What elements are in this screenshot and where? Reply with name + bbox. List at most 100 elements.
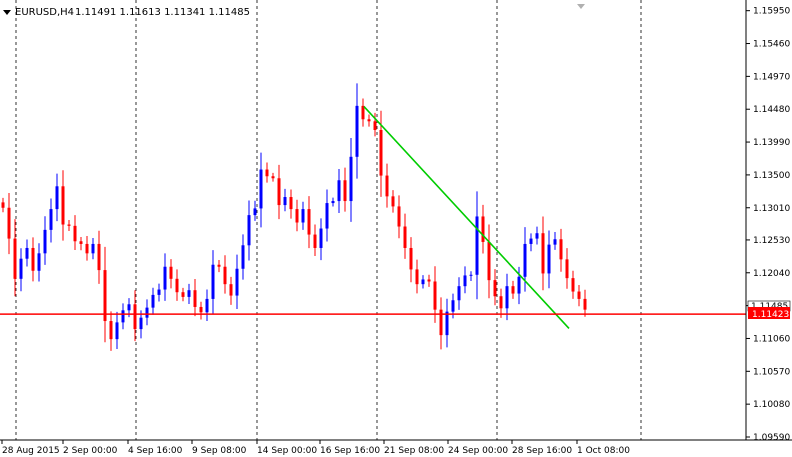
candle-body — [121, 310, 125, 323]
candle-body — [553, 239, 557, 245]
candle-body — [181, 292, 185, 297]
candle-body — [31, 247, 35, 271]
candle-body — [523, 243, 527, 277]
candle-body — [55, 186, 59, 210]
candle-body — [19, 258, 23, 279]
candle-body — [415, 269, 419, 285]
candle-body — [361, 105, 365, 120]
candle-body — [43, 229, 47, 254]
candle-body — [319, 228, 323, 248]
candle-body — [313, 234, 317, 248]
candle-body — [499, 296, 503, 309]
price-tick-label: 1.15950 — [753, 7, 790, 17]
candle-body — [367, 119, 371, 122]
candle-body — [529, 238, 533, 244]
candle-body — [271, 176, 275, 179]
price-tick-label: 1.14480 — [753, 105, 790, 115]
candle-body — [487, 241, 491, 281]
scroll-marker-icon[interactable] — [577, 4, 585, 9]
candle-body — [379, 129, 383, 176]
candle-body — [385, 175, 389, 197]
candle-body — [547, 244, 551, 274]
candle-body — [397, 206, 401, 227]
candle-body — [109, 321, 113, 340]
candle-body — [67, 224, 71, 226]
price-tick-label: 1.14970 — [753, 72, 790, 82]
candle-body — [205, 298, 209, 313]
time-tick-label: 4 Sep 16:00 — [128, 446, 183, 456]
price-tick-label: 1.13990 — [753, 138, 790, 148]
candle-body — [541, 233, 545, 274]
price-tick-label: 1.10080 — [753, 400, 790, 410]
candle-body — [187, 290, 191, 297]
candle-body — [325, 203, 329, 229]
candle-body — [583, 298, 587, 310]
candle-body — [145, 307, 149, 318]
candle-body — [73, 225, 77, 242]
price-tick-label: 1.15460 — [753, 40, 790, 50]
time-tick-label: 28 Sep 16:00 — [512, 446, 572, 456]
price-tick-label: 1.13010 — [753, 204, 790, 214]
candle-body — [157, 289, 161, 295]
candle-body — [409, 247, 413, 270]
candle-body — [235, 268, 239, 296]
candle-body — [307, 209, 311, 235]
candle-body — [37, 253, 41, 271]
candle-body — [355, 105, 359, 157]
candle-body — [403, 226, 407, 248]
candle-body — [295, 209, 299, 223]
time-tick-label: 28 Aug 2015 — [2, 446, 60, 456]
candle-body — [91, 243, 95, 254]
candle-body — [445, 311, 449, 336]
candle-body — [463, 275, 467, 287]
candle-body — [481, 216, 485, 242]
ohlc-readout: 1.11491 1.11613 1.11341 1.11485 — [75, 7, 250, 18]
candle-body — [103, 270, 107, 322]
candle-body — [163, 266, 167, 290]
price-tick-label: 1.11060 — [753, 334, 790, 344]
candle-body — [139, 317, 143, 330]
candle-body — [457, 286, 461, 301]
candle-body — [7, 207, 11, 239]
candle-body — [421, 279, 425, 285]
grid-layer — [15, 0, 642, 440]
time-tick-label: 2 Sep 00:00 — [63, 446, 118, 456]
triangle-down-icon[interactable] — [3, 10, 11, 15]
candle-body — [301, 209, 305, 223]
candle-body — [343, 180, 347, 202]
candle-body — [577, 291, 581, 299]
candle-body — [391, 196, 395, 207]
candle-body — [559, 239, 563, 260]
candle-body — [259, 169, 263, 209]
candle-body — [133, 304, 137, 330]
candle-body — [439, 309, 443, 336]
candle-body — [289, 197, 293, 210]
candle-body — [127, 304, 131, 311]
candle-body — [1, 202, 5, 208]
candle-body — [505, 286, 509, 309]
time-tick-label: 1 Oct 08:00 — [577, 446, 630, 456]
candle-body — [175, 278, 179, 293]
candle-body — [475, 216, 479, 275]
candle-body — [193, 290, 197, 307]
candle-body — [469, 274, 473, 276]
candle-body — [427, 279, 431, 282]
candle-body — [247, 215, 251, 246]
hline-price-label: 1.11423 — [752, 310, 789, 320]
time-tick-label: 21 Sep 08:00 — [384, 446, 444, 456]
trendline[interactable] — [363, 105, 570, 329]
time-tick-label: 9 Sep 08:00 — [192, 446, 247, 456]
candle-body — [85, 243, 89, 254]
price-tick-label: 1.10570 — [753, 367, 790, 377]
candle-body — [277, 178, 281, 206]
candle-body — [13, 238, 17, 279]
candle-body — [535, 233, 539, 239]
time-tick-label: 24 Sep 00:00 — [448, 446, 508, 456]
candle-body — [433, 281, 437, 310]
candle-body — [217, 264, 221, 267]
candle-body — [115, 322, 119, 340]
candle-body — [451, 300, 455, 312]
price-tick-label: 1.13500 — [753, 171, 790, 181]
candle-body — [493, 280, 497, 297]
